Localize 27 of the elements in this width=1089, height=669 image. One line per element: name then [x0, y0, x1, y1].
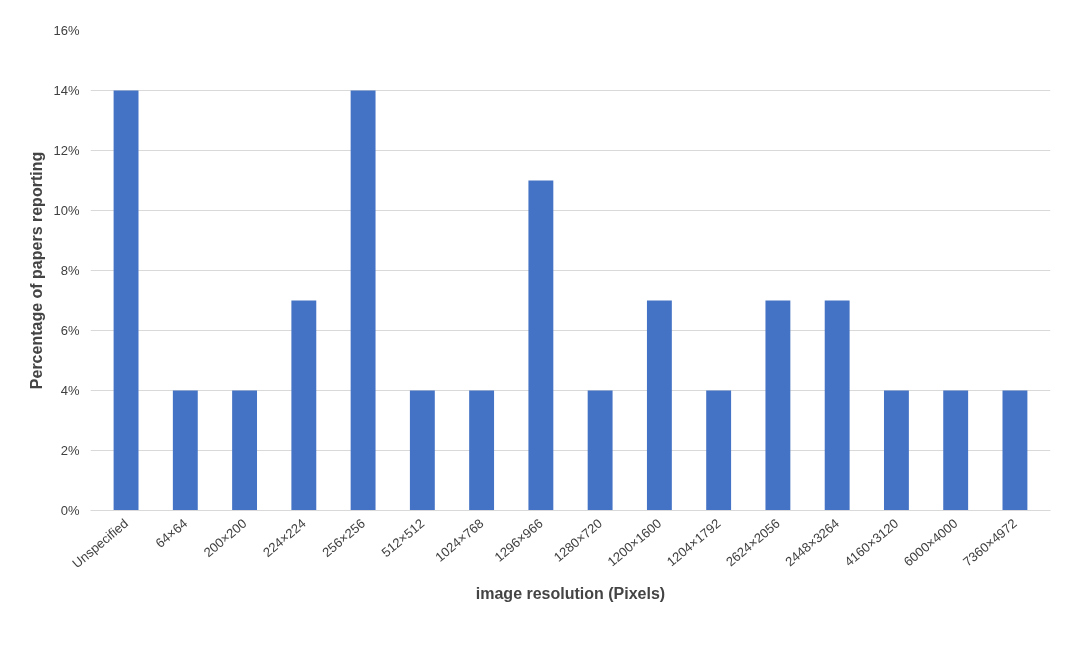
bar — [350, 90, 376, 511]
bar — [824, 300, 850, 511]
y-tick-label: 16% — [53, 23, 80, 38]
y-tick-label: 10% — [53, 203, 80, 218]
bar — [765, 300, 791, 511]
bar — [172, 390, 198, 511]
bar — [409, 390, 435, 511]
y-tick-label: 6% — [60, 323, 80, 338]
bar — [706, 390, 732, 511]
bar — [469, 390, 495, 511]
y-tick-label: 8% — [60, 263, 80, 278]
bar — [587, 390, 613, 511]
y-tick-label: 0% — [60, 503, 80, 518]
y-tick-label: 4% — [60, 383, 80, 398]
y-tick-label: 14% — [53, 83, 80, 98]
bar — [883, 390, 909, 511]
bar — [1002, 390, 1028, 511]
y-tick-label: 2% — [60, 443, 80, 458]
bar — [113, 90, 139, 511]
y-axis-title: Percentage of papers reporting — [28, 151, 46, 390]
x-axis-title: image resolution (Pixels) — [475, 584, 666, 602]
y-tick-label: 12% — [53, 143, 80, 158]
bar — [943, 390, 969, 511]
bar — [232, 390, 258, 511]
bar — [646, 300, 672, 511]
bar — [528, 180, 554, 511]
bar — [291, 300, 317, 511]
